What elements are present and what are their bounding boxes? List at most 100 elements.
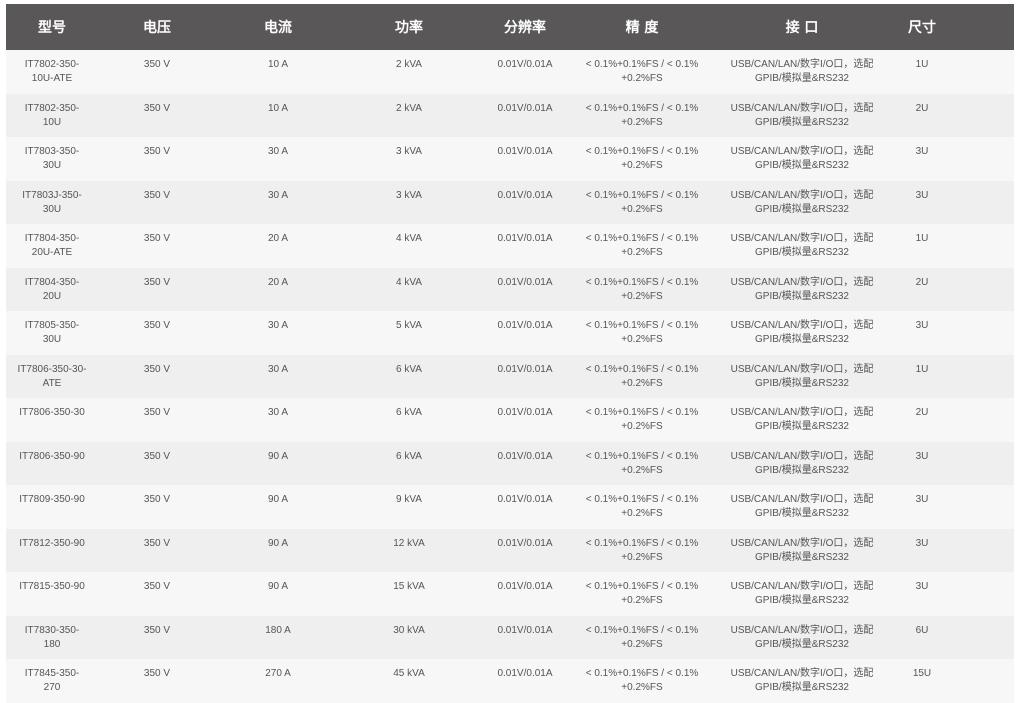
size-cell: 1U [892, 354, 952, 398]
resolution-cell: 0.01V/0.01A [478, 224, 572, 268]
current-cell: 10 A [216, 93, 340, 137]
accuracy-cell: < 0.1%+0.1%FS / < 0.1% +0.2%FS [572, 354, 712, 398]
interface-cell: USB/CAN/LAN/数字I/O口，选配 GPIB/模拟量&RS232 [712, 485, 892, 529]
interface-cell: USB/CAN/LAN/数字I/O口，选配 GPIB/模拟量&RS232 [712, 659, 892, 703]
current-cell: 180 A [216, 615, 340, 659]
power-cell: 30 kVA [340, 615, 478, 659]
spacer-cell [952, 93, 1014, 137]
voltage-cell: 350 V [98, 528, 216, 572]
size-cell: 2U [892, 398, 952, 442]
model-cell: IT7809-350-90 [6, 485, 98, 529]
voltage-cell: 350 V [98, 659, 216, 703]
power-cell: 2 kVA [340, 50, 478, 94]
size-cell: 15U [892, 659, 952, 703]
resolution-cell: 0.01V/0.01A [478, 93, 572, 137]
size-cell: 6U [892, 615, 952, 659]
resolution-cell: 0.01V/0.01A [478, 311, 572, 355]
spacer-cell [952, 311, 1014, 355]
accuracy-cell: < 0.1%+0.1%FS / < 0.1% +0.2%FS [572, 137, 712, 181]
accuracy-cell: < 0.1%+0.1%FS / < 0.1% +0.2%FS [572, 93, 712, 137]
size-cell: 2U [892, 267, 952, 311]
voltage-cell: 350 V [98, 572, 216, 616]
interface-cell: USB/CAN/LAN/数字I/O口，选配 GPIB/模拟量&RS232 [712, 93, 892, 137]
power-cell: 45 kVA [340, 659, 478, 703]
voltage-cell: 350 V [98, 267, 216, 311]
accuracy-cell: < 0.1%+0.1%FS / < 0.1% +0.2%FS [572, 485, 712, 529]
current-cell: 10 A [216, 50, 340, 94]
model-cell: IT7803-350- 30U [6, 137, 98, 181]
model-cell: IT7845-350- 270 [6, 659, 98, 703]
model-cell: IT7812-350-90 [6, 528, 98, 572]
resolution-cell: 0.01V/0.01A [478, 398, 572, 442]
accuracy-cell: < 0.1%+0.1%FS / < 0.1% +0.2%FS [572, 572, 712, 616]
model-cell: IT7806-350-90 [6, 441, 98, 485]
table-row: IT7845-350- 270 350 V 270 A 45 kVA 0.01V/0.0… [6, 659, 1014, 703]
current-cell: 30 A [216, 311, 340, 355]
model-cell: IT7806-350-30 [6, 398, 98, 442]
size-cell: 3U [892, 137, 952, 181]
power-cell: 12 kVA [340, 528, 478, 572]
model-cell: IT7803J-350- 30U [6, 180, 98, 224]
voltage-cell: 350 V [98, 93, 216, 137]
interface-cell: USB/CAN/LAN/数字I/O口，选配 GPIB/模拟量&RS232 [712, 50, 892, 94]
spacer-cell [952, 615, 1014, 659]
header-power: 功率 [340, 4, 478, 50]
interface-cell: USB/CAN/LAN/数字I/O口，选配 GPIB/模拟量&RS232 [712, 572, 892, 616]
current-cell: 30 A [216, 137, 340, 181]
accuracy-cell: < 0.1%+0.1%FS / < 0.1% +0.2%FS [572, 398, 712, 442]
spacer-cell [952, 398, 1014, 442]
size-cell: 3U [892, 572, 952, 616]
model-cell: IT7830-350- 180 [6, 615, 98, 659]
interface-cell: USB/CAN/LAN/数字I/O口，选配 GPIB/模拟量&RS232 [712, 354, 892, 398]
power-cell: 2 kVA [340, 93, 478, 137]
interface-cell: USB/CAN/LAN/数字I/O口，选配 GPIB/模拟量&RS232 [712, 137, 892, 181]
size-cell: 3U [892, 180, 952, 224]
power-cell: 5 kVA [340, 311, 478, 355]
table-row: IT7830-350- 180 350 V 180 A 30 kVA 0.01V/0.0… [6, 615, 1014, 659]
voltage-cell: 350 V [98, 398, 216, 442]
interface-cell: USB/CAN/LAN/数字I/O口，选配 GPIB/模拟量&RS232 [712, 311, 892, 355]
accuracy-cell: < 0.1%+0.1%FS / < 0.1% +0.2%FS [572, 441, 712, 485]
table-row: IT7812-350-90 350 V 90 A 12 kVA 0.01V/0.01A <… [6, 528, 1014, 572]
resolution-cell: 0.01V/0.01A [478, 615, 572, 659]
model-cell: IT7815-350-90 [6, 572, 98, 616]
resolution-cell: 0.01V/0.01A [478, 485, 572, 529]
accuracy-cell: < 0.1%+0.1%FS / < 0.1% +0.2%FS [572, 224, 712, 268]
header-row: 型号 电压 电流 功率 分辨率 精 度 接 口 尺寸 [6, 4, 1014, 50]
size-cell: 3U [892, 441, 952, 485]
header-interface: 接 口 [712, 4, 892, 50]
model-cell: IT7804-350- 20U-ATE [6, 224, 98, 268]
header-resolution: 分辨率 [478, 4, 572, 50]
model-cell: IT7802-350- 10U [6, 93, 98, 137]
voltage-cell: 350 V [98, 354, 216, 398]
resolution-cell: 0.01V/0.01A [478, 572, 572, 616]
size-cell: 3U [892, 485, 952, 529]
resolution-cell: 0.01V/0.01A [478, 659, 572, 703]
current-cell: 30 A [216, 354, 340, 398]
power-cell: 3 kVA [340, 180, 478, 224]
resolution-cell: 0.01V/0.01A [478, 137, 572, 181]
size-cell: 1U [892, 50, 952, 94]
accuracy-cell: < 0.1%+0.1%FS / < 0.1% +0.2%FS [572, 50, 712, 94]
model-cell: IT7805-350- 30U [6, 311, 98, 355]
voltage-cell: 350 V [98, 485, 216, 529]
size-cell: 3U [892, 311, 952, 355]
power-cell: 4 kVA [340, 224, 478, 268]
spacer-cell [952, 441, 1014, 485]
interface-cell: USB/CAN/LAN/数字I/O口，选配 GPIB/模拟量&RS232 [712, 224, 892, 268]
spacer-cell [952, 267, 1014, 311]
power-cell: 6 kVA [340, 441, 478, 485]
interface-cell: USB/CAN/LAN/数字I/O口，选配 GPIB/模拟量&RS232 [712, 267, 892, 311]
spec-table: 型号 电压 电流 功率 分辨率 精 度 接 口 尺寸 IT7802-350- 1… [6, 4, 1014, 703]
accuracy-cell: < 0.1%+0.1%FS / < 0.1% +0.2%FS [572, 615, 712, 659]
accuracy-cell: < 0.1%+0.1%FS / < 0.1% +0.2%FS [572, 311, 712, 355]
spacer-cell [952, 50, 1014, 94]
interface-cell: USB/CAN/LAN/数字I/O口，选配 GPIB/模拟量&RS232 [712, 441, 892, 485]
